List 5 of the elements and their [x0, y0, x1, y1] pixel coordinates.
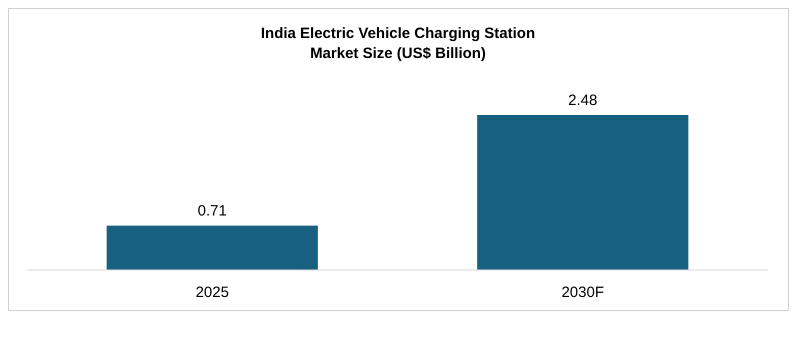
x-tick-label: 2030F — [561, 284, 604, 301]
data-label: 2.48 — [568, 92, 598, 109]
chart-title: India Electric Vehicle Charging Station Market Size (US$ Billion) — [260, 25, 536, 62]
x-tick-label: 2025 — [196, 284, 229, 301]
data-label: 0.71 — [198, 202, 227, 220]
